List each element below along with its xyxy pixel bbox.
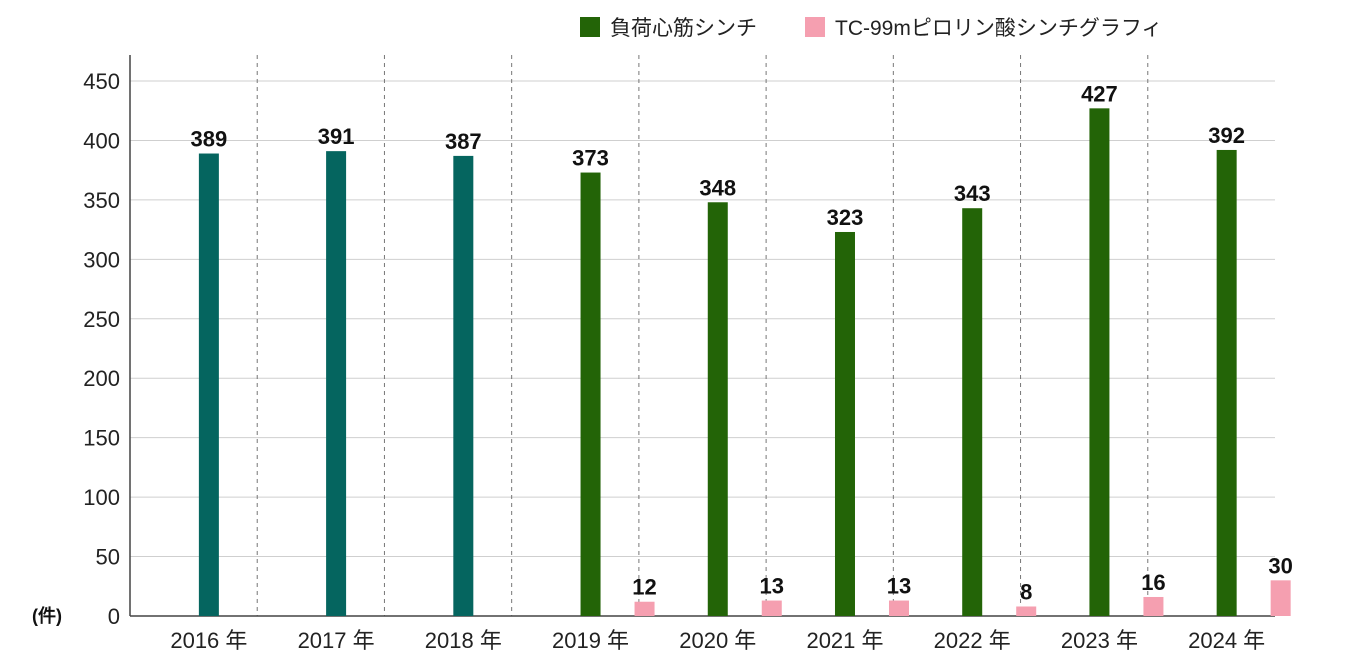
y-tick-label: 100 xyxy=(83,485,120,510)
x-tick-label: 2023 年 xyxy=(1061,628,1138,653)
data-label-stress-myocardial: 391 xyxy=(318,124,355,149)
y-tick-label: 150 xyxy=(83,426,120,451)
data-label-stress-myocardial: 387 xyxy=(445,129,482,154)
bar-stress-myocardial xyxy=(580,172,601,617)
y-tick-label: 350 xyxy=(83,188,120,213)
x-tick-label: 2017 年 xyxy=(298,628,375,653)
bar-stress-myocardial xyxy=(453,155,474,616)
bar-stress-myocardial xyxy=(1089,108,1110,616)
data-label-pyrophosphate: 12 xyxy=(632,575,656,600)
x-tick-label: 2020 年 xyxy=(679,628,756,653)
legend-swatch-pink xyxy=(805,17,825,37)
bar-stress-myocardial xyxy=(834,231,855,616)
data-label-pyrophosphate: 30 xyxy=(1268,553,1292,578)
data-label-pyrophosphate: 16 xyxy=(1141,570,1165,595)
bar-stress-myocardial xyxy=(962,208,983,616)
data-label-stress-myocardial: 389 xyxy=(191,127,228,152)
x-tick-label: 2022 年 xyxy=(934,628,1011,653)
bar-pyrophosphate xyxy=(634,601,655,616)
bar-stress-myocardial xyxy=(198,153,219,616)
data-label-pyrophosphate: 13 xyxy=(760,574,784,599)
legend-swatch-green xyxy=(580,17,600,37)
bar-pyrophosphate xyxy=(888,600,909,616)
y-unit-label: (件) xyxy=(32,605,62,626)
data-label-pyrophosphate: 13 xyxy=(887,574,911,599)
bar-stress-myocardial xyxy=(1216,149,1237,616)
y-tick-label: 50 xyxy=(96,545,120,570)
legend-label-pyrophosphate: TC-99mピロリン酸シンチグラフィ xyxy=(835,17,1163,40)
legend-item-pyrophosphate: TC-99mピロリン酸シンチグラフィ xyxy=(805,12,1162,42)
y-tick-label: 400 xyxy=(83,128,120,153)
data-label-stress-myocardial: 373 xyxy=(572,146,609,171)
bar-pyrophosphate xyxy=(1143,596,1164,616)
y-tick-label: 250 xyxy=(83,307,120,332)
y-tick-label: 450 xyxy=(83,69,120,94)
y-tick-label: 200 xyxy=(83,366,120,391)
data-label-stress-myocardial: 427 xyxy=(1081,81,1118,106)
y-tick-label: 300 xyxy=(83,247,120,272)
bar-stress-myocardial xyxy=(707,202,728,616)
data-label-pyrophosphate: 8 xyxy=(1020,579,1032,604)
bar-stress-myocardial xyxy=(326,151,347,616)
data-label-stress-myocardial: 343 xyxy=(954,181,991,206)
bar-pyrophosphate xyxy=(761,600,782,616)
x-tick-label: 2024 年 xyxy=(1188,628,1265,653)
legend: 負荷心筋シンチ TC-99mピロリン酸シンチグラフィ xyxy=(580,12,1162,42)
data-label-stress-myocardial: 348 xyxy=(699,175,736,200)
x-tick-label: 2016 年 xyxy=(170,628,247,653)
x-tick-label: 2021 年 xyxy=(806,628,883,653)
bar-pyrophosphate xyxy=(1270,580,1291,616)
x-tick-label: 2018 年 xyxy=(425,628,502,653)
data-label-stress-myocardial: 323 xyxy=(827,205,864,230)
legend-item-stress-myocardial: 負荷心筋シンチ xyxy=(580,12,757,42)
legend-label-stress-myocardial: 負荷心筋シンチ xyxy=(610,17,757,40)
bar-pyrophosphate xyxy=(1016,606,1037,616)
x-tick-label: 2019 年 xyxy=(552,628,629,653)
data-label-stress-myocardial: 392 xyxy=(1208,123,1245,148)
y-tick-label: 0 xyxy=(108,604,120,629)
